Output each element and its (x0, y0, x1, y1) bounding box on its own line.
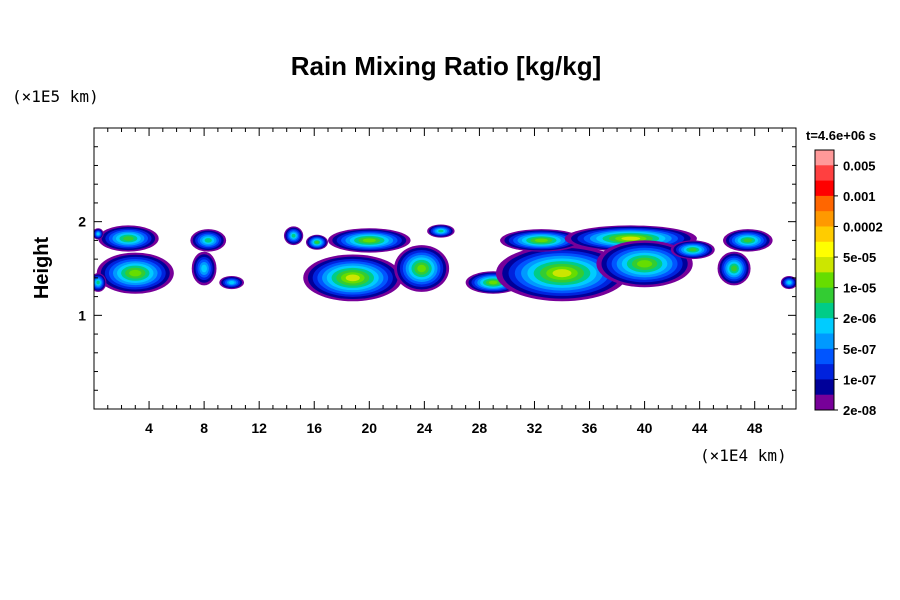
colorbar-segment (815, 287, 834, 304)
contour-region (717, 251, 751, 286)
contour-level (534, 238, 548, 243)
contour-level (438, 229, 444, 233)
contour-level (621, 236, 641, 241)
contour-region (94, 273, 107, 292)
x-tick-label: 48 (747, 420, 763, 436)
y-tick-label: 2 (78, 214, 86, 230)
contour-region (495, 245, 629, 302)
colorbar-segment (815, 379, 834, 396)
contour-level (743, 238, 753, 243)
colorbar-label: 5e-05 (843, 250, 876, 265)
contour-level (96, 232, 100, 236)
contour-level (488, 280, 498, 285)
x-tick-label: 32 (527, 420, 543, 436)
colorbar-segment (815, 348, 834, 365)
x-tick-label: 36 (582, 420, 598, 436)
colorbar-label: 5e-07 (843, 342, 876, 357)
colorbar-segment (815, 195, 834, 212)
contour-level (731, 265, 737, 272)
contour-level (123, 236, 134, 241)
colorbar-label: 0.001 (843, 189, 876, 204)
x-tick-label: 40 (637, 420, 653, 436)
y-unit-label: (×1E5 km) (12, 87, 99, 106)
contour-region (500, 229, 583, 252)
colorbar-segment (815, 364, 834, 380)
contour-region (780, 275, 796, 290)
contour-level (345, 274, 360, 282)
colorbar-segment (815, 180, 834, 197)
contour-region (394, 245, 450, 292)
contour-level (201, 264, 207, 273)
colorbar-label: 0.0002 (843, 219, 883, 234)
x-tick-label: 4 (145, 420, 153, 436)
colorbar-segment (815, 241, 834, 258)
time-label: t=4.6e+06 s (806, 128, 876, 143)
x-tick-label: 44 (692, 420, 708, 436)
x-tick-label: 16 (306, 420, 322, 436)
colorbar-segment (815, 302, 834, 319)
contour-level (362, 238, 376, 243)
colorbar-label: 1e-05 (843, 281, 876, 296)
colorbar-label: 2e-06 (843, 311, 876, 326)
y-tick-label: 1 (78, 307, 86, 323)
colorbar-segment (815, 394, 834, 411)
contour-level (417, 264, 426, 273)
x-tick-label: 24 (417, 420, 433, 436)
contour-region (305, 234, 328, 250)
colorbar-segment (815, 272, 834, 289)
colorbar-frame (814, 149, 835, 411)
chart-title: Rain Mixing Ratio [kg/kg] (291, 51, 602, 81)
contour-region (723, 229, 773, 252)
contour-level (552, 269, 572, 278)
contour-region (98, 225, 159, 252)
contour-region (596, 240, 693, 288)
plot-area (94, 224, 796, 302)
contour-level (129, 269, 142, 277)
x-tick-label: 12 (251, 420, 267, 436)
colorbar: 0.005 0.001 0.0002 5e-05 1e-05 2e-06 5e-07 1e-0… (814, 149, 883, 418)
contour-region (190, 229, 227, 252)
colorbar-segment (815, 226, 834, 243)
colorbar-segment (815, 211, 834, 227)
contour-level (787, 281, 792, 285)
x-tick-label: 8 (200, 420, 208, 436)
contour-region (283, 226, 304, 246)
colorbar-segment (815, 150, 834, 166)
contour-region (219, 275, 245, 290)
contour-region (94, 228, 104, 240)
y-axis-label: Height (31, 237, 53, 300)
contour-level (636, 260, 653, 268)
colorbar-segment (815, 165, 834, 182)
contour-region (303, 254, 403, 302)
contour-region (191, 251, 217, 286)
contour-region (427, 224, 455, 238)
colorbar-label: 0.005 (843, 158, 876, 173)
contour-level (96, 280, 100, 285)
x-tick-label: 20 (362, 420, 378, 436)
colorbar-label: 2e-08 (843, 403, 876, 418)
colorbar-segment (815, 257, 834, 273)
contour-level (228, 281, 235, 285)
contour-level (291, 233, 296, 238)
contour-level (315, 240, 319, 244)
contour-region (96, 252, 174, 294)
colorbar-label: 1e-07 (843, 372, 876, 387)
contour-region (670, 240, 715, 260)
contour-level (204, 238, 212, 243)
x-unit-label: (×1E4 km) (700, 446, 787, 465)
contour-region (328, 228, 411, 253)
colorbar-segment (815, 318, 834, 335)
plot-frame (93, 127, 797, 410)
contour-level (688, 248, 697, 252)
x-tick-label: 28 (472, 420, 488, 436)
colorbar-segment (815, 333, 834, 350)
